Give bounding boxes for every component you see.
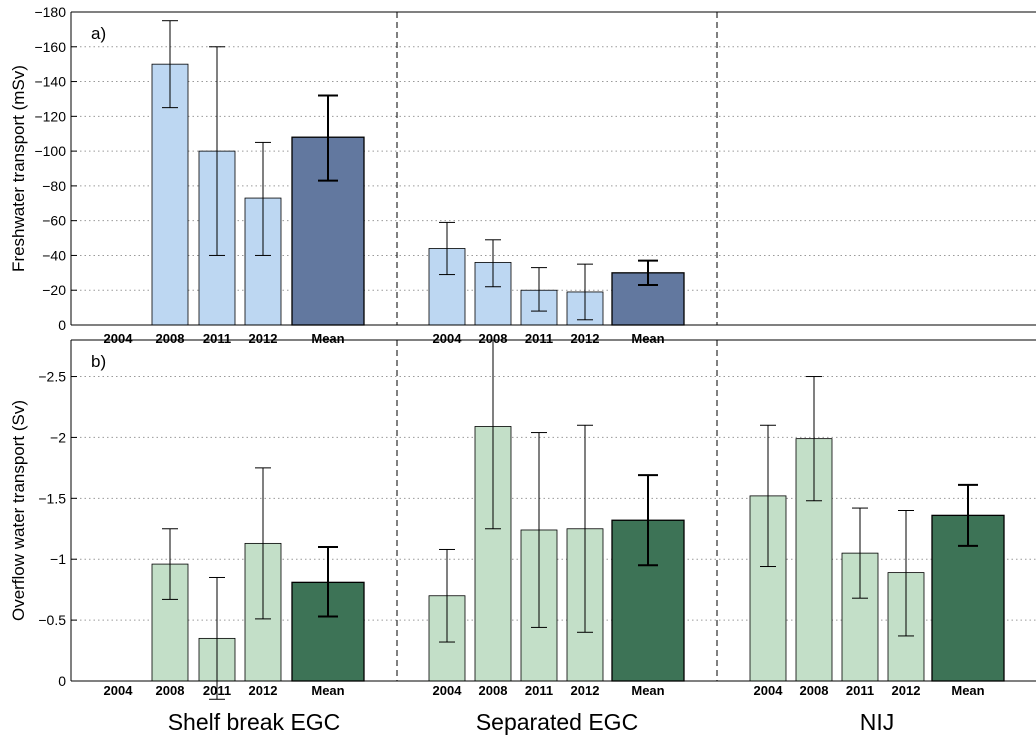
group-label-shelf-break-egc: Shelf break EGC — [168, 709, 341, 735]
panel-a: 0 −20 −40 −60 −80 −100 −120 −140 −160 −180 2004 200… — [9, 4, 1036, 346]
y-tick-label-a: −120 — [34, 108, 66, 124]
y-tick-label-a: −180 — [34, 4, 66, 20]
y-tick-label-a: −140 — [34, 74, 66, 90]
y-tick-label-b: 0 — [58, 673, 66, 689]
y-tick-label-b: −0.5 — [38, 612, 66, 628]
category-label-a: Mean — [311, 331, 344, 346]
category-label-b: 2012 — [571, 683, 600, 698]
category-label-b: 2008 — [800, 683, 829, 698]
y-tick-label-a: −60 — [42, 213, 66, 229]
category-label-a: 2004 — [433, 331, 463, 346]
y-tick-label-b: −2.5 — [38, 369, 66, 385]
y-tick-label-b: −1 — [50, 551, 66, 567]
group-label-separated-egc: Separated EGC — [476, 709, 638, 735]
y-tick-label-a: −100 — [34, 143, 66, 159]
y-tick-label-a: −20 — [42, 282, 66, 298]
category-label-b: Mean — [951, 683, 984, 698]
panel-label-b: b) — [91, 352, 106, 371]
category-label-b: 2008 — [156, 683, 185, 698]
category-label-a: 2011 — [203, 331, 231, 346]
category-label-b: 2012 — [249, 683, 278, 698]
y-axis-label-a: Freshwater transport (mSv) — [9, 65, 28, 272]
category-label-b: 2008 — [479, 683, 508, 698]
y-tick-label-a: −80 — [42, 178, 66, 194]
category-label-a: 2012 — [249, 331, 278, 346]
category-label-b: Mean — [311, 683, 344, 698]
category-label-b: Mean — [631, 683, 664, 698]
y-tick-label-a: −40 — [42, 247, 66, 263]
y-axis-label-b: Overflow water transport (Sv) — [9, 400, 28, 621]
y-tick-label-a: −160 — [34, 39, 66, 55]
panel-b: 0 −0.5 −1 −1.5 −2 −2.5 2004 2008 2011 2012 Mean 200… — [9, 339, 1036, 700]
category-label-b: 2011 — [525, 683, 553, 698]
category-label-b: 2011 — [846, 683, 874, 698]
group-labels: Shelf break EGC Separated EGC NIJ — [168, 709, 895, 735]
category-label-a: 2011 — [525, 331, 553, 346]
y-tick-label-b: −1.5 — [38, 490, 66, 506]
y-tick-label-b: −2 — [50, 429, 66, 445]
y-tick-label-a: 0 — [58, 317, 66, 333]
category-label-b: 2004 — [433, 683, 463, 698]
group-label-nij: NIJ — [860, 709, 895, 735]
category-label-b: 2012 — [892, 683, 921, 698]
category-label-a: 2008 — [156, 331, 185, 346]
category-label-b: 2004 — [104, 683, 134, 698]
category-label-b: 2004 — [754, 683, 784, 698]
panel-label-a: a) — [91, 24, 106, 43]
category-label-a: 2012 — [571, 331, 600, 346]
category-label-a: Mean — [631, 331, 664, 346]
category-label-a: 2004 — [104, 331, 134, 346]
category-label-a: 2008 — [479, 331, 508, 346]
